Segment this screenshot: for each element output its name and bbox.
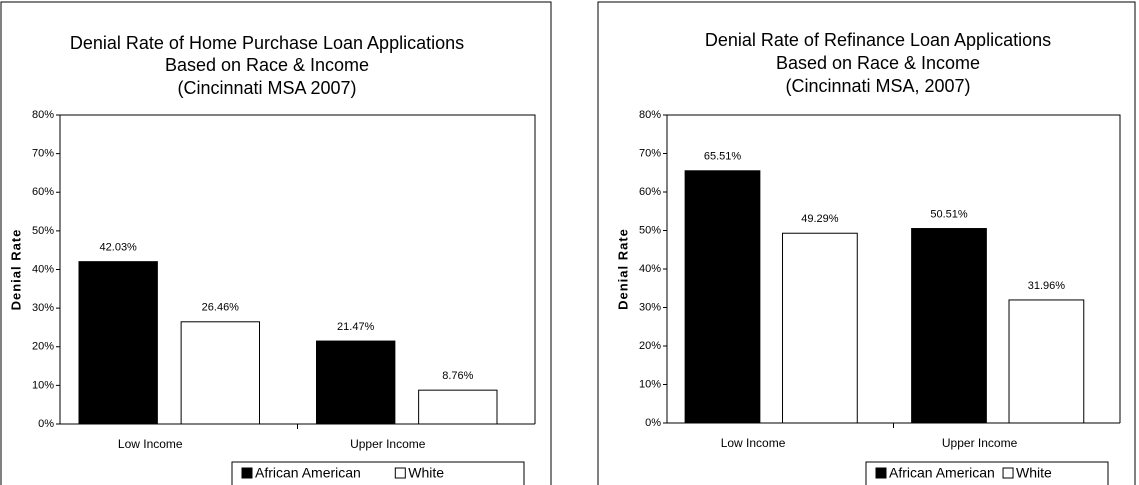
legend bbox=[231, 461, 525, 485]
plot-frame bbox=[667, 114, 1121, 423]
legend-label: African American bbox=[255, 465, 361, 481]
chart-title: Denial Rate of Refinance Loan Applicatio… bbox=[705, 30, 1051, 50]
bar bbox=[782, 232, 858, 424]
chart-title: Based on Race & Income bbox=[165, 55, 369, 75]
y-tick-label: 70% bbox=[32, 148, 54, 160]
x-tick-label: Upper Income bbox=[350, 437, 426, 451]
y-tick-label: 0% bbox=[38, 418, 54, 430]
y-tick-label: 10% bbox=[639, 378, 661, 390]
legend-label: White bbox=[408, 465, 444, 481]
bar bbox=[911, 228, 987, 424]
x-tick-label: Low Income bbox=[118, 437, 183, 451]
y-tick-label: 40% bbox=[32, 263, 54, 275]
y-tick-label: 50% bbox=[639, 224, 661, 236]
y-tick-label: 0% bbox=[645, 417, 661, 429]
y-tick-label: 40% bbox=[639, 263, 661, 275]
bar bbox=[316, 340, 396, 425]
chart-title: (Cincinnati MSA, 2007) bbox=[785, 76, 970, 96]
x-tick-label: Low Income bbox=[721, 436, 786, 450]
legend-swatch bbox=[241, 467, 253, 479]
value-label: 49.29% bbox=[801, 213, 839, 225]
chart-frame bbox=[597, 1, 1136, 485]
bar bbox=[418, 389, 498, 425]
y-tick-label: 50% bbox=[32, 225, 54, 237]
value-label: 21.47% bbox=[337, 321, 375, 333]
y-tick-label: 80% bbox=[639, 109, 661, 121]
y-tick-label: 10% bbox=[32, 379, 54, 391]
chart-title: Denial Rate of Home Purchase Loan Applic… bbox=[70, 33, 464, 53]
y-tick-label: 60% bbox=[32, 186, 54, 198]
y-tick-label: 70% bbox=[639, 147, 661, 159]
value-label: 42.03% bbox=[100, 242, 138, 254]
legend-swatch bbox=[394, 467, 406, 479]
legend-swatch bbox=[1002, 467, 1014, 479]
y-tick-label: 20% bbox=[639, 340, 661, 352]
y-axis-label: Denial Rate bbox=[615, 228, 630, 310]
legend bbox=[865, 461, 1109, 485]
chart-title: Based on Race & Income bbox=[776, 53, 980, 73]
value-label: 31.96% bbox=[1028, 280, 1066, 292]
value-label: 65.51% bbox=[704, 151, 742, 163]
plot-frame bbox=[60, 114, 536, 424]
y-tick-label: 30% bbox=[639, 301, 661, 313]
y-tick-label: 30% bbox=[32, 302, 54, 314]
x-tick-label: Upper Income bbox=[942, 436, 1018, 450]
value-label: 26.46% bbox=[202, 302, 240, 314]
legend-label: White bbox=[1016, 465, 1052, 481]
bar bbox=[180, 321, 260, 425]
chart-title: (Cincinnati MSA 2007) bbox=[177, 78, 356, 98]
y-tick-label: 20% bbox=[32, 341, 54, 353]
legend-label: African American bbox=[889, 465, 995, 481]
bar bbox=[78, 261, 158, 425]
value-label: 8.76% bbox=[442, 370, 473, 382]
bar bbox=[1008, 299, 1085, 424]
bar bbox=[684, 170, 761, 424]
value-label: 50.51% bbox=[930, 208, 968, 220]
y-tick-label: 60% bbox=[639, 186, 661, 198]
y-tick-label: 80% bbox=[32, 109, 54, 121]
y-axis-label: Denial Rate bbox=[8, 229, 23, 311]
legend-swatch bbox=[875, 467, 887, 479]
chart-frame bbox=[0, 1, 552, 485]
